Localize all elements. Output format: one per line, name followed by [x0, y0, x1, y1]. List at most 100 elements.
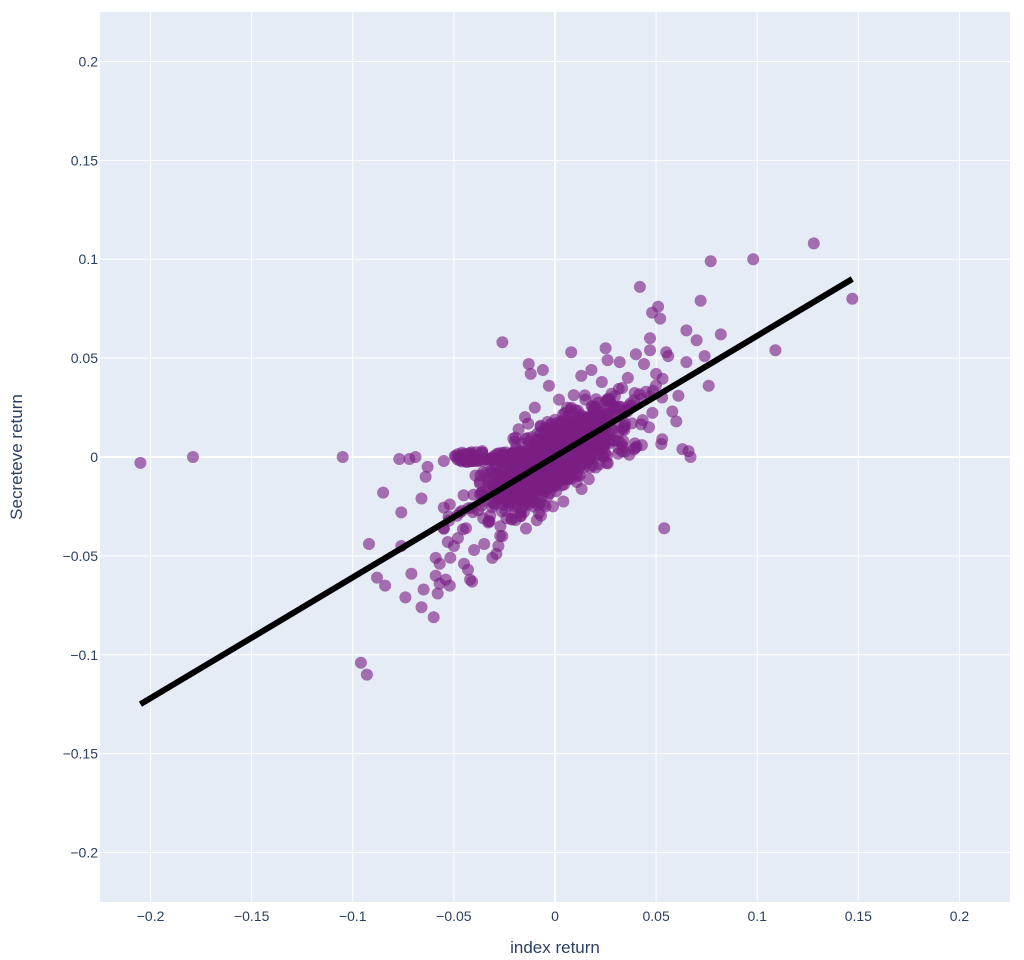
scatter-point: [807, 237, 820, 250]
scatter-point: [583, 412, 595, 425]
scatter-point: [510, 498, 523, 511]
x-tick-label: 0.2: [950, 908, 970, 924]
x-axis-title: index return: [510, 938, 600, 957]
scatter-point: [582, 473, 595, 486]
scatter-point: [443, 579, 456, 592]
scatter-point: [621, 371, 634, 384]
scatter-point: [494, 529, 507, 542]
scatter-point: [608, 434, 621, 447]
x-axis-ticks: −0.2 −0.15 −0.1 −0.05 0 0.05 0.1 0.15 0.2: [137, 908, 970, 924]
scatter-point: [846, 292, 859, 305]
scatter-point: [690, 334, 703, 347]
scatter-point: [522, 358, 535, 370]
scatter-point: [371, 571, 383, 584]
scatter-point: [336, 451, 349, 463]
scatter-point: [462, 563, 474, 576]
scatter-point: [633, 280, 646, 293]
y-tick-label: 0.1: [79, 251, 99, 267]
scatter-point: [714, 328, 727, 341]
scatter-point: [662, 350, 675, 363]
scatter-point: [492, 540, 505, 552]
scatter-point: [467, 452, 480, 465]
y-tick-label: 0.2: [79, 53, 99, 69]
scatter-point: [613, 356, 626, 369]
x-tick-label: −0.15: [234, 908, 270, 924]
scatter-point: [654, 312, 667, 325]
scatter-point: [698, 350, 711, 363]
scatter-point: [354, 656, 367, 669]
scatter-point: [553, 393, 565, 406]
scatter-point: [516, 481, 529, 494]
scatter-point: [395, 506, 408, 519]
scatter-point: [453, 450, 466, 463]
y-tick-label: 0.15: [71, 152, 98, 168]
scatter-point: [468, 544, 481, 556]
scatter-point: [646, 406, 659, 419]
scatter-point: [656, 372, 669, 385]
x-tick-label: −0.05: [436, 908, 472, 924]
scatter-point: [536, 467, 549, 480]
scatter-point: [658, 522, 671, 535]
scatter-point: [399, 591, 412, 604]
scatter-point: [495, 451, 508, 464]
scatter-point: [560, 434, 573, 447]
scatter-point: [520, 522, 532, 535]
scatter-point: [536, 364, 549, 376]
scatter-point: [747, 253, 760, 266]
scatter-point: [526, 431, 539, 444]
x-tick-label: 0.1: [747, 908, 767, 924]
scatter-point: [588, 401, 601, 414]
y-tick-label: 0.05: [71, 350, 98, 366]
y-tick-label: −0.1: [70, 647, 98, 663]
scatter-point: [680, 324, 693, 337]
y-tick-label: −0.2: [70, 845, 98, 861]
scatter-point: [532, 499, 545, 512]
x-tick-label: 0.15: [845, 908, 872, 924]
y-tick-label: −0.05: [63, 548, 99, 564]
scatter-point: [567, 389, 580, 402]
scatter-point: [684, 451, 697, 463]
scatter-point: [519, 411, 531, 424]
scatter-point: [549, 434, 562, 447]
scatter-point: [638, 358, 650, 370]
scatter-point: [405, 567, 418, 580]
scatter-point: [360, 668, 373, 681]
scatter-point: [484, 475, 497, 488]
scatter-point: [601, 354, 614, 367]
x-tick-label: −0.2: [137, 908, 165, 924]
x-tick-label: 0: [551, 908, 559, 924]
scatter-point: [636, 414, 649, 427]
scatter-point: [602, 392, 615, 405]
scatter-point: [694, 294, 707, 307]
scatter-point: [578, 389, 591, 402]
scatter-point: [672, 389, 685, 402]
scatter-point: [427, 611, 440, 624]
scatter-point: [702, 379, 715, 392]
scatter-point: [507, 446, 520, 459]
scatter-point: [379, 579, 392, 592]
scatter-point: [528, 401, 541, 414]
scatter-point: [606, 405, 619, 418]
scatter-point: [409, 451, 422, 463]
scatter-point: [478, 538, 491, 550]
regression-line-group: [138, 276, 854, 707]
scatter-point: [616, 382, 629, 394]
scatter-point: [457, 523, 469, 536]
scatter-point: [596, 435, 609, 448]
scatter-point: [628, 437, 641, 450]
scatter-point: [501, 467, 514, 480]
scatter-point: [704, 255, 717, 268]
regression-line: [138, 276, 854, 707]
scatter-point: [585, 364, 598, 376]
scatter-point: [437, 455, 450, 467]
scatter-point: [655, 438, 668, 450]
scatter-point: [618, 423, 631, 436]
scatter-point: [680, 356, 693, 369]
scatter-point: [557, 424, 569, 437]
scatter-point: [415, 601, 428, 614]
scatter-point: [377, 486, 390, 499]
scatter-point: [477, 512, 490, 525]
scatter-point: [542, 379, 555, 392]
scatter-point: [500, 494, 513, 507]
